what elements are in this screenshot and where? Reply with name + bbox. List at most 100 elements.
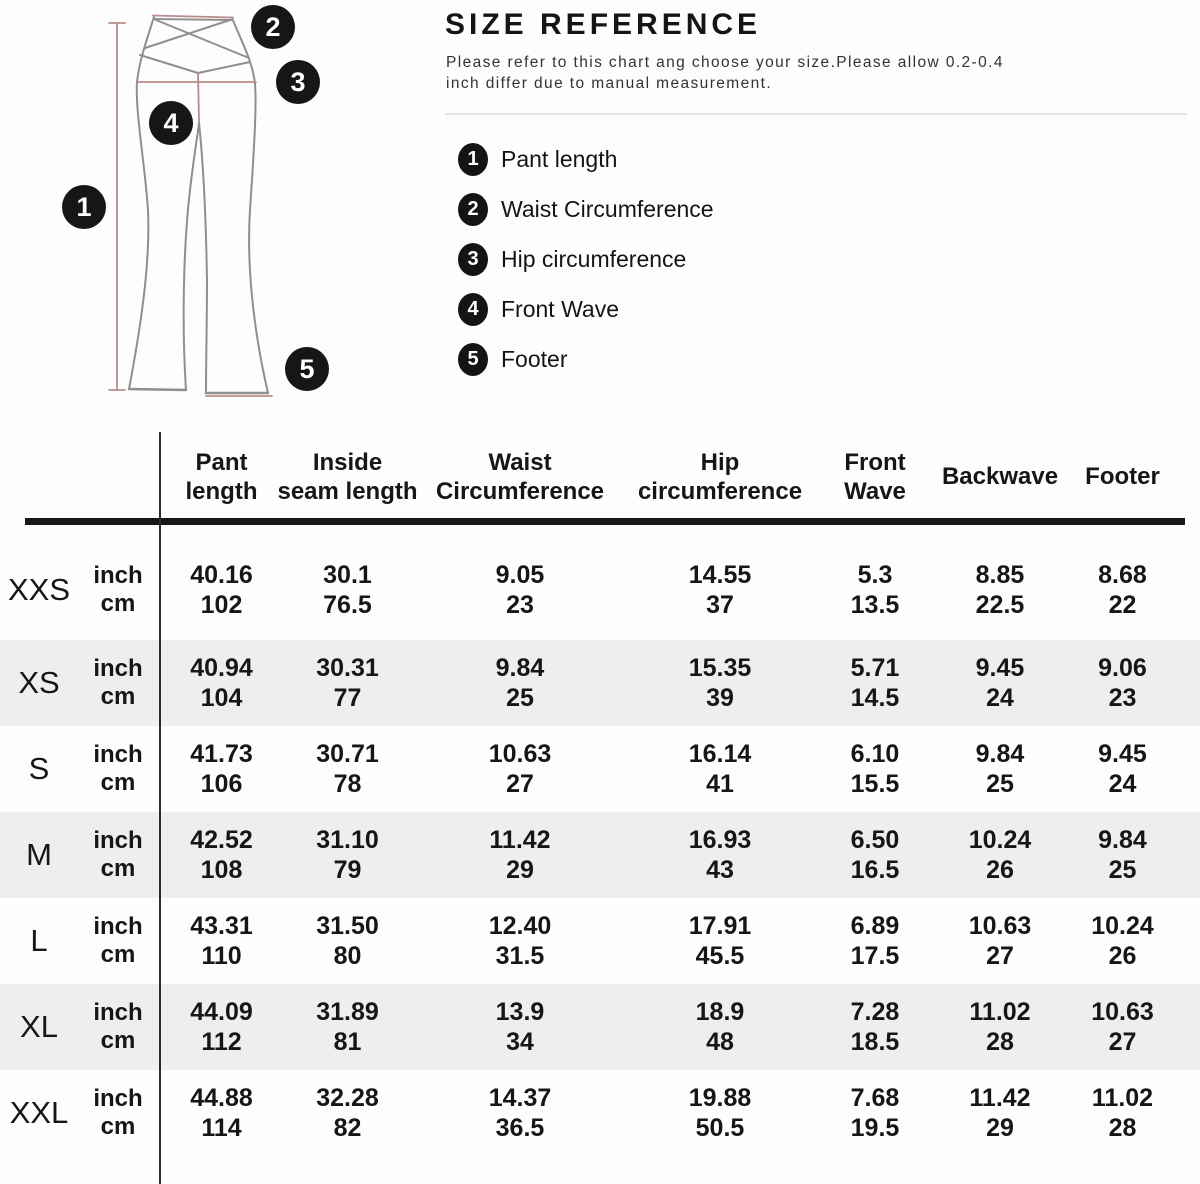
inch-value: 30.31	[316, 654, 379, 682]
cm-value: 36.5	[495, 1114, 545, 1142]
inch-value: 42.52	[190, 826, 253, 854]
inch-value: 9.05	[495, 561, 545, 589]
value-cell: 7.68 19.5	[810, 1083, 940, 1143]
table-row: XS inch cm 40.94 104 30.31 77 9.84 25 15.35 39 5.71…	[0, 640, 1200, 726]
unit-inch: inch	[93, 741, 143, 768]
inch-value: 10.63	[1091, 998, 1154, 1026]
page-title: SIZE REFERENCE	[445, 8, 762, 41]
inch-value: 9.84	[495, 654, 545, 682]
column-header-line: Front	[844, 448, 906, 476]
cm-value: 14.5	[850, 684, 900, 712]
inch-value: 9.45	[1098, 740, 1147, 768]
unit-inch: inch	[93, 999, 143, 1026]
unit-cm: cm	[100, 941, 136, 968]
pants-outline-drawing	[108, 14, 273, 397]
value-cell: 7.28 18.5	[810, 997, 940, 1057]
column-header-line: Backwave	[941, 463, 1059, 490]
cm-value: 24	[986, 684, 1014, 712]
cm-value: 17.5	[850, 942, 900, 970]
unit-label: inch cm	[78, 655, 158, 711]
cm-value: 23	[1108, 684, 1137, 712]
cm-value: 13.5	[850, 591, 900, 619]
size-table-header: Pant length Inside seam length Waist Cir…	[0, 435, 1200, 518]
cm-value: 15.5	[850, 770, 900, 798]
subtitle-line-2: inch differ due to manual measurement.	[446, 75, 773, 92]
inch-value: 14.55	[688, 561, 752, 589]
value-cell: 12.40 31.5	[410, 911, 630, 971]
value-cell: 10.63 27	[940, 911, 1060, 971]
legend-badge-1: 1	[458, 142, 488, 176]
unit-cm: cm	[100, 1027, 136, 1054]
size-label: XS	[18, 665, 60, 700]
cm-value: 29	[506, 856, 534, 884]
size-table-body: XXS inch cm 40.16 102 30.1 76.5 9.05 23 14.55 37 5.…	[0, 540, 1200, 1156]
cm-value: 104	[200, 684, 243, 712]
cm-value: 31.5	[495, 942, 545, 970]
cm-value: 81	[333, 1028, 362, 1056]
value-cell: 6.89 17.5	[810, 911, 940, 971]
inch-value: 9.84	[975, 740, 1025, 768]
legend-item-footer: 5 Footer	[458, 334, 714, 384]
cm-value: 39	[706, 684, 734, 712]
value-cell: 43.31 110	[158, 911, 285, 971]
subtitle-line-1: Please refer to this chart ang choose yo…	[446, 54, 1004, 71]
cm-value: 43	[706, 856, 734, 884]
table-row: XL inch cm 44.09 112 31.89 81 13.9 34 18.9 48 7.28 1…	[0, 984, 1200, 1070]
cm-value: 28	[986, 1028, 1014, 1056]
column-header-line: Circumference	[435, 477, 605, 505]
value-cell: 30.31 77	[285, 653, 410, 713]
inch-value: 11.42	[969, 1084, 1031, 1112]
cm-value: 24	[1108, 770, 1137, 798]
size-label: XXS	[7, 572, 71, 607]
value-cell: 17.91 45.5	[630, 911, 810, 971]
column-header-line: Hip	[700, 448, 740, 476]
value-cell: 31.10 79	[285, 825, 410, 885]
size-label: L	[30, 923, 48, 958]
cm-value: 27	[506, 770, 534, 798]
value-cell: 30.71 78	[285, 739, 410, 799]
legend-item-waist-circumference: 2 Waist Circumference	[458, 184, 714, 234]
inch-value: 10.24	[968, 826, 1032, 854]
legend-label: Footer	[501, 345, 568, 372]
column-header-line: seam length	[277, 477, 418, 505]
cm-value: 79	[333, 856, 362, 884]
legend-label: Front Wave	[501, 295, 620, 322]
inch-value: 32.28	[316, 1084, 379, 1112]
inch-value: 40.94	[190, 654, 253, 682]
value-cell: 31.50 80	[285, 911, 410, 971]
value-cell: 5.3 13.5	[810, 560, 940, 620]
inch-value: 31.10	[316, 826, 379, 854]
inch-value: 9.45	[975, 654, 1025, 682]
cm-value: 19.5	[850, 1114, 900, 1142]
column-header-line: Waist	[488, 448, 552, 476]
unit-inch: inch	[93, 655, 143, 682]
inch-value: 5.71	[850, 654, 900, 682]
inch-value: 10.63	[968, 912, 1032, 940]
value-cell: 9.84 25	[1060, 825, 1185, 885]
marker-1-badge: 1	[62, 185, 106, 229]
unit-label: inch cm	[78, 913, 158, 969]
unit-cm: cm	[100, 1113, 136, 1140]
header-divider	[445, 113, 1187, 115]
cm-value: 110	[201, 942, 242, 970]
cm-value: 108	[200, 856, 243, 884]
inch-value: 10.24	[1091, 912, 1154, 940]
legend-item-front-wave: 4 Front Wave	[458, 284, 714, 334]
marker-4-badge: 4	[149, 101, 193, 145]
value-cell: 11.42 29	[940, 1083, 1060, 1143]
unit-cm: cm	[100, 683, 136, 710]
header-rule	[25, 518, 1185, 525]
value-cell: 10.24 26	[1060, 911, 1185, 971]
value-cell: 16.93 43	[630, 825, 810, 885]
value-cell: 14.37 36.5	[410, 1083, 630, 1143]
size-label: S	[28, 751, 50, 786]
inch-value: 30.71	[316, 740, 379, 768]
value-cell: 9.05 23	[410, 560, 630, 620]
inch-value: 11.02	[1091, 1084, 1154, 1112]
inch-value: 9.84	[1098, 826, 1147, 854]
inch-value: 6.50	[850, 826, 900, 854]
size-label: M	[26, 837, 52, 872]
